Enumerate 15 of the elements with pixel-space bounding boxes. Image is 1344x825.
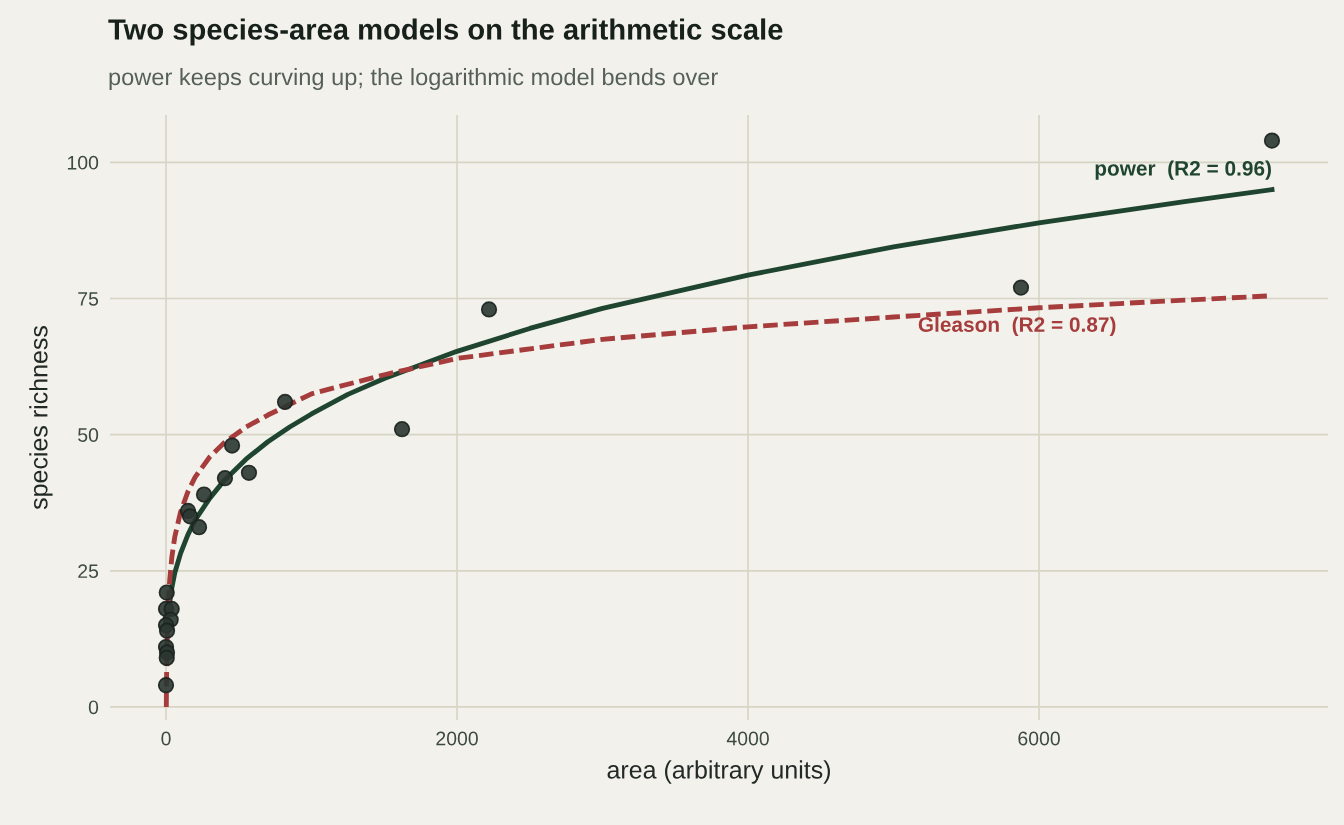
x-tick-label: 6000 <box>1018 731 1060 746</box>
y-tick-label: 100 <box>67 155 99 170</box>
x-tick-label: 0 <box>161 731 171 746</box>
y-tick-label: 25 <box>78 564 99 579</box>
y-tick-label: 75 <box>78 292 99 306</box>
x-tick-label: 2000 <box>436 731 478 746</box>
y-tick-label: 50 <box>78 428 99 442</box>
chart-title: Two species-area models on the arithmetic scale <box>108 18 783 46</box>
x-tick-label: 4000 <box>726 731 769 746</box>
y-axis-title: species richness <box>29 326 53 510</box>
chart-subtitle: power keeps curving up; the logarithmic model bends over <box>109 68 718 90</box>
series-label: power (R2 = 0.96) <box>1095 160 1271 180</box>
x-axis-title: area (arbitrary units) <box>607 760 830 784</box>
series-label: Gleason (R2 = 0.87) <box>918 316 1116 337</box>
y-tick-label: 0 <box>88 700 99 715</box>
